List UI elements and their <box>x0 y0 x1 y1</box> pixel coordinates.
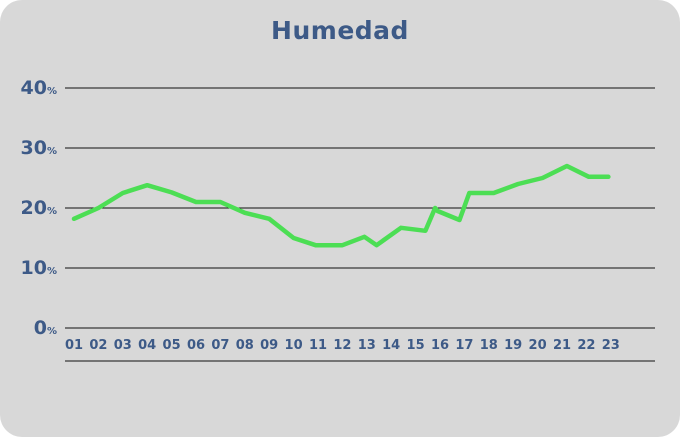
y-tick-label-20: 20% <box>21 197 57 219</box>
x-tick-label-20: 20 <box>529 338 547 353</box>
x-tick-label-09: 09 <box>260 338 278 353</box>
series-line-0 <box>71 163 611 248</box>
x-tick-label-14: 14 <box>382 338 400 353</box>
x-tick-label-16: 16 <box>431 338 449 353</box>
x-tick-label-13: 13 <box>358 338 376 353</box>
x-tick-label-01: 01 <box>65 338 83 353</box>
x-tick-label-21: 21 <box>553 338 571 353</box>
x-tick-label-04: 04 <box>138 338 156 353</box>
y-tick-label-30: 30% <box>21 137 57 159</box>
y-tick-label-0: 0% <box>34 317 57 339</box>
y-tick-label-40: 40% <box>21 77 57 99</box>
x-tick-label-03: 03 <box>114 338 132 353</box>
x-tick-label-12: 12 <box>333 338 351 353</box>
x-tick-label-05: 05 <box>163 338 181 353</box>
x-tick-label-15: 15 <box>407 338 425 353</box>
x-tick-label-10: 10 <box>285 338 303 353</box>
x-tick-label-08: 08 <box>236 338 254 353</box>
x-tick-label-07: 07 <box>211 338 229 353</box>
x-tick-label-02: 02 <box>89 338 107 353</box>
x-tick-label-06: 06 <box>187 338 205 353</box>
x-tick-label-18: 18 <box>480 338 498 353</box>
x-tick-label-23: 23 <box>602 338 620 353</box>
x-tick-label-19: 19 <box>504 338 522 353</box>
chart-title: Humedad <box>271 16 409 45</box>
x-tick-label-17: 17 <box>455 338 473 353</box>
x-tick-label-22: 22 <box>577 338 595 353</box>
y-tick-label-10: 10% <box>21 257 57 279</box>
x-tick-label-11: 11 <box>309 338 327 353</box>
